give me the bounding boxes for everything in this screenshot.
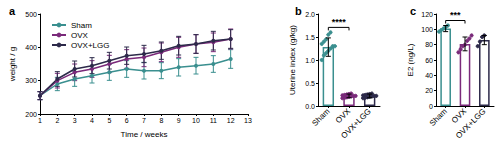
svg-text:3: 3 (73, 117, 77, 124)
svg-text:a: a (9, 5, 16, 17)
svg-text:400: 400 (25, 44, 37, 51)
svg-text:40: 40 (425, 72, 433, 79)
svg-text:c: c (410, 5, 416, 17)
svg-text:Time / weeks: Time / weeks (121, 130, 168, 139)
svg-text:6: 6 (125, 117, 129, 124)
svg-text:1.0: 1.0 (305, 57, 315, 64)
svg-text:80: 80 (425, 41, 433, 48)
svg-text:***: *** (450, 10, 461, 20)
svg-text:10: 10 (192, 117, 200, 124)
svg-text:60: 60 (425, 57, 433, 64)
svg-text:20: 20 (425, 87, 433, 94)
svg-text:****: **** (332, 17, 347, 27)
svg-text:OVX: OVX (71, 31, 89, 40)
svg-text:500: 500 (25, 11, 37, 18)
svg-text:Sham: Sham (428, 107, 449, 128)
svg-text:200: 200 (25, 111, 37, 118)
svg-text:Sham: Sham (71, 21, 92, 30)
svg-text:8: 8 (159, 117, 163, 124)
svg-text:Sham: Sham (310, 107, 331, 128)
svg-text:OVX+LGG: OVX+LGG (454, 107, 488, 141)
svg-text:12: 12 (227, 117, 235, 124)
svg-text:4: 4 (90, 117, 94, 124)
svg-text:1: 1 (38, 117, 42, 124)
svg-text:2.0: 2.0 (305, 11, 315, 18)
svg-text:0.5: 0.5 (305, 80, 315, 87)
svg-text:OVX+LGG: OVX+LGG (339, 107, 373, 141)
svg-text:0: 0 (429, 103, 433, 110)
svg-text:2: 2 (55, 117, 59, 124)
svg-text:0.0: 0.0 (305, 103, 315, 110)
svg-text:1.5: 1.5 (305, 34, 315, 41)
svg-text:300: 300 (25, 77, 37, 84)
svg-text:Uterine index (g/kg): Uterine index (g/kg) (288, 25, 297, 95)
svg-text:11: 11 (210, 117, 217, 124)
svg-text:OVX+LGG: OVX+LGG (71, 41, 109, 50)
svg-text:E2 (ng/L): E2 (ng/L) (406, 43, 415, 76)
svg-text:weight / g: weight / g (8, 47, 17, 82)
svg-text:7: 7 (142, 117, 146, 124)
svg-text:b: b (295, 5, 302, 17)
svg-text:120: 120 (421, 11, 433, 18)
svg-text:13: 13 (244, 117, 252, 124)
svg-text:100: 100 (421, 26, 433, 33)
svg-text:5: 5 (107, 117, 111, 124)
svg-text:9: 9 (177, 117, 181, 124)
